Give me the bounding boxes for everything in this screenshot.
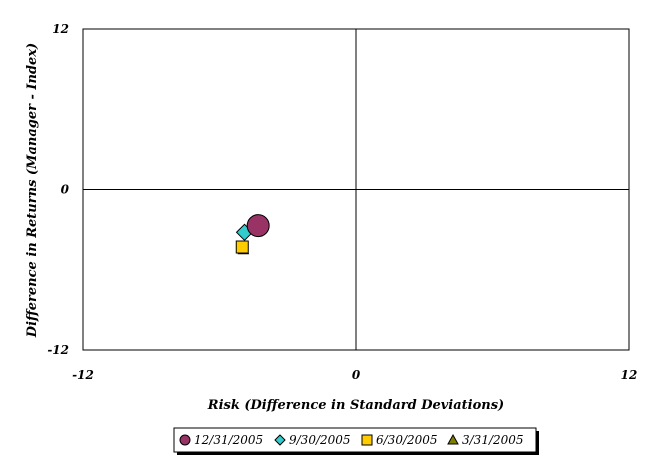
y-tick-label: 12 [52,22,69,36]
legend-label: 6/30/2005 [376,433,438,447]
x-tick-label: 12 [621,368,638,382]
legend-marker-circle [179,434,191,446]
legend-marker-square [361,434,373,446]
legend: 12/31/2005 9/30/2005 6/30/2005 3/31/2005 [179,433,524,447]
x-axis-title: Risk (Difference in Standard Deviations) [207,398,504,413]
legend-box [173,427,537,453]
y-tick-label: -12 [47,343,69,357]
legend-marker-diamond [274,434,286,446]
legend-label: 9/30/2005 [289,433,351,447]
legend-label: 12/31/2005 [194,433,263,447]
x-tick-label: -12 [72,368,94,382]
x-tick-label: 0 [352,368,361,382]
y-axis-title: Difference in Returns (Manager - Index) [25,43,40,338]
legend-label: 3/31/2005 [462,433,524,447]
data-markers [235,214,270,255]
data-point-square [235,240,249,254]
y-tick-label: 0 [61,183,70,197]
data-point-circle [246,214,270,238]
legend-marker-triangle [447,433,459,445]
